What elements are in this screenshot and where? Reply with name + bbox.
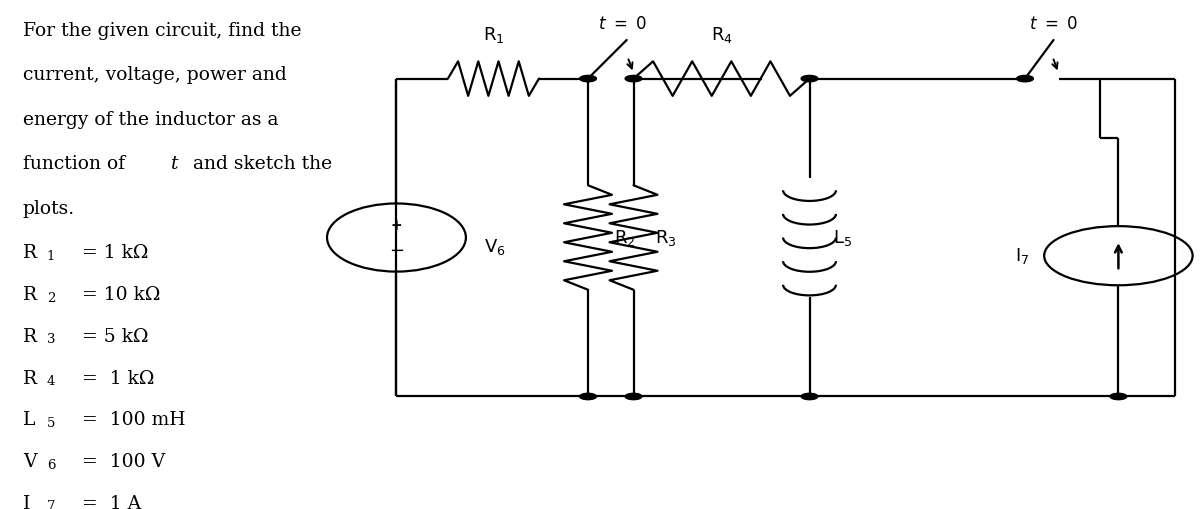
Text: $\mathrm{R_4}$: $\mathrm{R_4}$ bbox=[710, 24, 732, 44]
Text: $\mathit{t}\ =\ 0$: $\mathit{t}\ =\ 0$ bbox=[598, 16, 647, 33]
Text: 5: 5 bbox=[47, 417, 55, 430]
Text: $\mathrm{V_6}$: $\mathrm{V_6}$ bbox=[484, 237, 505, 257]
Text: R: R bbox=[23, 286, 37, 304]
Text: = 1 kΩ: = 1 kΩ bbox=[76, 244, 148, 262]
Text: 1: 1 bbox=[47, 250, 55, 263]
Circle shape bbox=[1110, 393, 1127, 400]
Text: current, voltage, power and: current, voltage, power and bbox=[23, 66, 287, 84]
Circle shape bbox=[625, 75, 642, 82]
Text: = 5 kΩ: = 5 kΩ bbox=[76, 328, 148, 346]
Circle shape bbox=[1016, 75, 1033, 82]
Circle shape bbox=[802, 75, 818, 82]
Circle shape bbox=[802, 393, 818, 400]
Circle shape bbox=[580, 75, 596, 82]
Text: plots.: plots. bbox=[23, 200, 76, 218]
Text: R: R bbox=[23, 370, 37, 388]
Text: and sketch the: and sketch the bbox=[187, 155, 332, 174]
Text: $\mathrm{R_3}$: $\mathrm{R_3}$ bbox=[655, 228, 677, 247]
Text: For the given circuit, find the: For the given circuit, find the bbox=[23, 22, 301, 40]
Text: $\mathrm{R_1}$: $\mathrm{R_1}$ bbox=[482, 24, 504, 44]
Circle shape bbox=[625, 393, 642, 400]
Text: V: V bbox=[23, 453, 36, 471]
Text: =  1 A: = 1 A bbox=[76, 495, 140, 509]
Text: =  1 kΩ: = 1 kΩ bbox=[76, 370, 154, 388]
Text: =  100 V: = 100 V bbox=[76, 453, 164, 471]
Text: 3: 3 bbox=[47, 333, 55, 346]
Text: R: R bbox=[23, 244, 37, 262]
Text: t: t bbox=[172, 155, 179, 174]
Text: $\mathit{t}\ =\ 0$: $\mathit{t}\ =\ 0$ bbox=[1030, 16, 1079, 33]
Text: L: L bbox=[23, 411, 36, 430]
Text: I: I bbox=[23, 495, 30, 509]
Text: 4: 4 bbox=[47, 375, 55, 388]
Text: $\mathrm{R_2}$: $\mathrm{R_2}$ bbox=[614, 228, 636, 247]
Text: 7: 7 bbox=[47, 500, 55, 509]
Text: −: − bbox=[389, 241, 404, 260]
Text: $\mathrm{L_5}$: $\mathrm{L_5}$ bbox=[834, 228, 853, 247]
Text: $\mathrm{I_7}$: $\mathrm{I_7}$ bbox=[1015, 246, 1030, 266]
Text: =  100 mH: = 100 mH bbox=[76, 411, 185, 430]
Text: +: + bbox=[391, 218, 402, 233]
Text: R: R bbox=[23, 328, 37, 346]
Text: 6: 6 bbox=[47, 459, 55, 472]
Text: = 10 kΩ: = 10 kΩ bbox=[76, 286, 160, 304]
Text: function of: function of bbox=[23, 155, 131, 174]
Text: 2: 2 bbox=[47, 292, 55, 304]
Text: energy of the inductor as a: energy of the inductor as a bbox=[23, 111, 278, 129]
Circle shape bbox=[580, 393, 596, 400]
